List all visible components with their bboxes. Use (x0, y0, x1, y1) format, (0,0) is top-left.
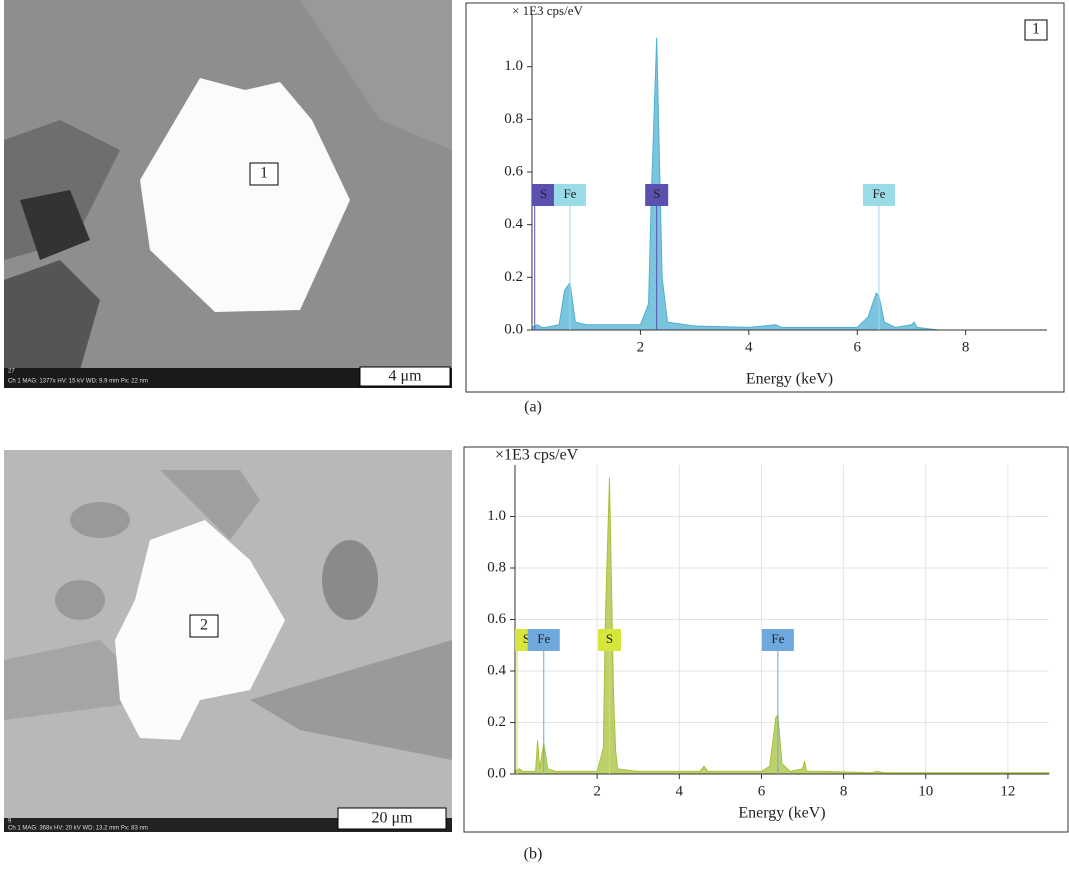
peak-tag (527, 629, 560, 651)
peak-label: Fe (872, 186, 885, 201)
peak-label: S (606, 631, 613, 646)
x-tick-label: 6 (758, 783, 766, 799)
x-tick-label: 4 (745, 339, 753, 355)
sem-id: 9 (8, 819, 12, 825)
peak-label: Fe (537, 631, 550, 646)
y-unit: ×1E3 cps/eV (495, 447, 579, 464)
sem-image: 27 Ch 1 MAG: 1377x HV: 15 kV WD: 9.9 mm … (4, 0, 452, 388)
y-tick-label: 1.0 (504, 58, 523, 74)
scale-bar: 20 μm (371, 810, 413, 827)
caption: (b) (524, 846, 543, 863)
y-tick-label: 0.8 (504, 111, 523, 127)
peak-tag (597, 629, 621, 651)
x-tick-label: 2 (637, 339, 645, 355)
y-tick-label: 0.4 (504, 216, 523, 232)
spot-marker: 1 (260, 165, 268, 182)
x-tick-label: 4 (676, 783, 684, 799)
spot-marker: 2 (200, 617, 208, 634)
x-tick-label: 8 (962, 339, 970, 355)
x-tick-label: 2 (593, 783, 601, 799)
peak-tag (761, 629, 794, 651)
x-axis-label: Energy (keV) (746, 371, 833, 388)
x-axis-label: Energy (keV) (738, 805, 825, 822)
peak-label: Fe (563, 186, 576, 201)
peak-label: Fe (771, 631, 784, 646)
sem-info: Ch 1 MAG: 1377x HV: 15 kV WD: 9.9 mm Px:… (8, 379, 148, 385)
spot-box (1024, 19, 1048, 41)
y-tick-label: 1.0 (487, 508, 506, 524)
x-tick-label: 12 (1000, 783, 1015, 799)
peak-tag (532, 184, 555, 206)
peak-label: S (653, 186, 660, 201)
y-tick-label: 0.0 (504, 321, 523, 337)
peak-tag (645, 184, 669, 206)
sem-id: 27 (8, 369, 15, 375)
x-tick-label: 8 (840, 783, 848, 799)
y-tick-label: 0.8 (487, 559, 506, 575)
spot-label: 1 (1032, 21, 1040, 38)
spectrum (514, 477, 1050, 775)
peak-tag (862, 184, 895, 206)
peak-label: S (540, 186, 547, 201)
y-tick-label: 0.6 (504, 163, 523, 179)
y-tick-label: 0.6 (487, 611, 506, 627)
x-tick-label: 6 (854, 339, 862, 355)
sem-image: 9 Ch 1 MAG: 368x HV: 20 kV WD: 13.2 mm P… (4, 450, 452, 832)
peak-tag (553, 184, 586, 206)
y-tick-label: 0.2 (504, 269, 523, 285)
y-tick-label: 0.2 (487, 714, 506, 730)
scale-bar: 4 μm (388, 368, 422, 385)
y-tick-label: 0.0 (487, 765, 506, 781)
y-unit: × 1E3 cps/eV (512, 3, 583, 18)
sem-info: Ch 1 MAG: 368x HV: 20 kV WD: 13.2 mm Px:… (8, 826, 148, 832)
caption: (a) (524, 399, 542, 416)
x-tick-label: 10 (918, 783, 933, 799)
peak-label: S (523, 631, 530, 646)
spectrum (531, 37, 1047, 331)
y-tick-label: 0.4 (487, 662, 506, 678)
